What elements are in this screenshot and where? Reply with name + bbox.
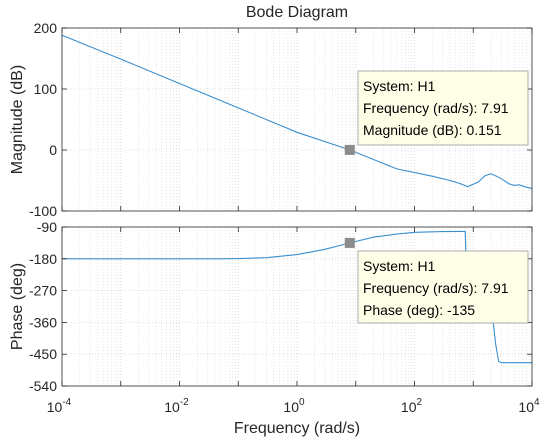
x-tick-exponent: 0 [299,397,305,408]
datatip-line: System: H1 [363,258,436,274]
phase-datatip[interactable]: System: H1 Frequency (rad/s): 7.91 Phase (… [357,250,529,324]
x-tick-exponent: 2 [417,397,423,408]
y-tick-label: -450 [29,346,57,362]
datatip-box [357,70,529,146]
magnitude-axis-title: Magnitude (dB) [9,65,26,174]
datatip-line: Phase (deg): -135 [363,302,475,318]
y-tick-label: -100 [29,203,57,219]
x-tick-exponent: 4 [534,397,540,408]
datatip-line: Magnitude (dB): 0.151 [363,122,502,138]
y-tick-label: -270 [29,283,57,299]
x-tick-label: 100 [283,397,305,415]
x-axis-title: Frequency (rad/s) [234,420,360,437]
datatip-line: System: H1 [363,78,436,94]
panel-magnitude: 200 100 0 -100 Magnitude (dB) System: H1 Frequ… [9,20,533,219]
phase-series-line [62,230,532,364]
datatip-line: Frequency (rad/s): 7.91 [363,280,509,296]
panel-phase: -90 -180 -270 -360 -450 -540 Phase (deg) System… [9,219,533,394]
y-tick-label: -90 [37,219,57,235]
x-tick-label: 104 [518,397,540,415]
y-tick-label: -540 [29,378,57,394]
datatip-line: Frequency (rad/s): 7.91 [363,100,509,116]
datatip-marker[interactable] [344,144,355,155]
magnitude-series-line [61,34,533,189]
magnitude-datatip[interactable]: System: H1 Frequency (rad/s): 7.91 Magnitu… [357,70,529,146]
phase-axis-title: Phase (deg) [9,263,26,350]
y-tick-label: -360 [29,314,57,330]
chart-title: Bode Diagram [246,4,348,21]
x-tick-exponent: -2 [180,397,189,408]
x-tick-label: 102 [401,397,423,415]
y-tick-label: 100 [34,81,58,97]
datatip-marker[interactable] [344,237,355,248]
datatip-box [357,250,529,324]
x-tick-exponent: -4 [62,397,71,408]
y-tick-label: -180 [29,251,57,267]
y-tick-label: 0 [49,142,57,158]
x-tick-label: 10-4 [47,397,72,415]
x-tick-label: 10-2 [164,397,189,415]
y-tick-label: 200 [34,20,58,36]
